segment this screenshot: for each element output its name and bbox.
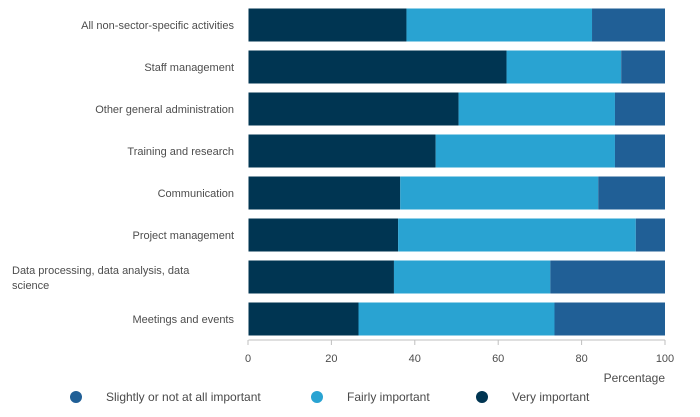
x-tick-label: 40 bbox=[409, 353, 421, 365]
category-label: Project management bbox=[133, 230, 235, 242]
bar-7-series-1 bbox=[248, 260, 394, 294]
legend: Slightly or not at all important Fairly i… bbox=[0, 390, 700, 414]
bar-7-series-2 bbox=[393, 260, 551, 294]
legend-item: Slightly or not at all important bbox=[70, 390, 261, 404]
bar-5-series-2 bbox=[400, 176, 599, 210]
bar-2-series-2 bbox=[506, 50, 622, 84]
x-axis-title: Percentage bbox=[604, 371, 666, 385]
bar-5-series-1 bbox=[248, 176, 401, 210]
bar-6-series-3 bbox=[635, 218, 665, 252]
category-label: All non-sector-specific activities bbox=[81, 20, 234, 32]
legend-label: Slightly or not at all important bbox=[106, 390, 261, 404]
category-label: Communication bbox=[158, 188, 234, 200]
category-label: Data processing, data analysis, data scie… bbox=[12, 265, 190, 292]
bar-1-series-2 bbox=[406, 8, 593, 42]
x-tick-label: 80 bbox=[575, 353, 587, 365]
legend-swatch bbox=[311, 391, 323, 403]
legend-label: Very important bbox=[512, 390, 590, 404]
legend-label: Fairly important bbox=[347, 390, 430, 404]
bar-6-series-1 bbox=[248, 218, 399, 252]
legend-item: Very important bbox=[476, 390, 589, 404]
bar-6-series-2 bbox=[398, 218, 636, 252]
bar-2-series-3 bbox=[621, 50, 665, 84]
category-label: Staff management bbox=[144, 62, 234, 74]
bar-4-series-1 bbox=[248, 134, 436, 168]
category-label: Other general administration bbox=[95, 104, 234, 116]
bar-8-series-2 bbox=[358, 302, 555, 336]
bar-2-series-1 bbox=[248, 50, 507, 84]
bar-5-series-3 bbox=[598, 176, 665, 210]
stacked-bar-chart: All non-sector-specific activities Staff … bbox=[12, 8, 675, 385]
bar-3-series-2 bbox=[458, 92, 615, 126]
bar-8-series-3 bbox=[554, 302, 665, 336]
category-label: Training and research bbox=[127, 146, 234, 158]
x-tick-label: 0 bbox=[245, 353, 251, 365]
bar-4-series-3 bbox=[614, 134, 665, 168]
legend-swatch bbox=[476, 391, 488, 403]
bar-4-series-2 bbox=[435, 134, 615, 168]
bar-3-series-3 bbox=[614, 92, 665, 126]
x-tick-label: 100 bbox=[656, 353, 674, 365]
legend-swatch bbox=[70, 391, 82, 403]
legend-item: Fairly important bbox=[311, 390, 430, 404]
bar-3-series-1 bbox=[248, 92, 459, 126]
bar-7-series-3 bbox=[550, 260, 665, 294]
x-tick-label: 60 bbox=[492, 353, 504, 365]
bar-1-series-3 bbox=[592, 8, 665, 42]
bar-8-series-1 bbox=[248, 302, 359, 336]
bar-1-series-1 bbox=[248, 8, 407, 42]
x-tick-label: 20 bbox=[325, 353, 337, 365]
category-label: Meetings and events bbox=[132, 314, 234, 326]
